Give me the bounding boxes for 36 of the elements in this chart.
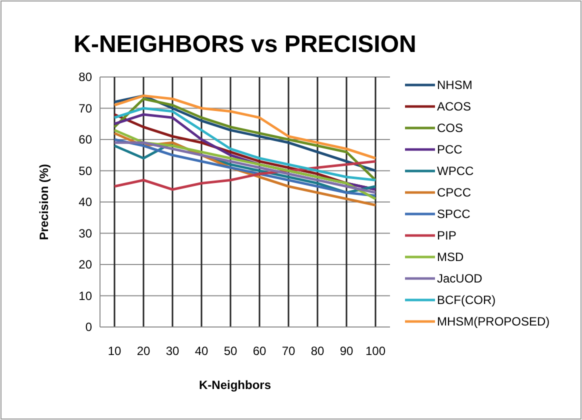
- y-tick-label: 20: [78, 258, 92, 272]
- x-tick-label: 10: [108, 344, 122, 358]
- x-tick-label: 40: [194, 344, 208, 358]
- x-tick-label: 50: [224, 344, 238, 358]
- legend-label: SPCC: [437, 207, 471, 221]
- legend-label: PIP: [437, 228, 456, 242]
- legend-label: COS: [437, 121, 464, 135]
- y-tick-label: 80: [78, 70, 92, 84]
- legend-label: BCF(COR): [437, 293, 496, 307]
- y-tick-label: 50: [78, 164, 92, 178]
- x-tick-label: 70: [282, 344, 296, 358]
- y-tick-label: 40: [78, 195, 92, 209]
- legend-label: WPCC: [437, 164, 474, 178]
- x-tick-label: 60: [252, 344, 266, 358]
- legend-label: CPCC: [437, 186, 472, 200]
- legend-label: MHSM(PROPOSED): [437, 314, 550, 328]
- y-tick-label: 10: [78, 288, 92, 303]
- legend-label: PCC: [437, 142, 463, 156]
- x-tick-label: 80: [310, 344, 324, 358]
- y-tick-label: 60: [78, 132, 92, 146]
- y-tick-label: 0: [85, 320, 92, 334]
- y-tick-label: 30: [78, 226, 92, 240]
- line-series: [113, 160, 377, 191]
- x-tick-label: 30: [166, 344, 180, 358]
- chart-title: K-NEIGHBORS vs PRECISION: [74, 31, 416, 58]
- x-axis-title: K-Neighbors: [199, 378, 272, 392]
- legend-label: ACOS: [437, 100, 472, 114]
- legend-label: NHSM: [437, 78, 472, 92]
- x-tick-label: 20: [136, 344, 150, 358]
- line-series: [113, 94, 377, 160]
- y-tick-label: 70: [78, 101, 92, 116]
- legend-label: JacUOD: [437, 272, 483, 286]
- x-tick-label: 100: [365, 344, 386, 358]
- x-tick-label: 90: [340, 344, 354, 358]
- legend-label: MSD: [437, 250, 464, 264]
- y-axis-title: Precision (%): [37, 164, 51, 240]
